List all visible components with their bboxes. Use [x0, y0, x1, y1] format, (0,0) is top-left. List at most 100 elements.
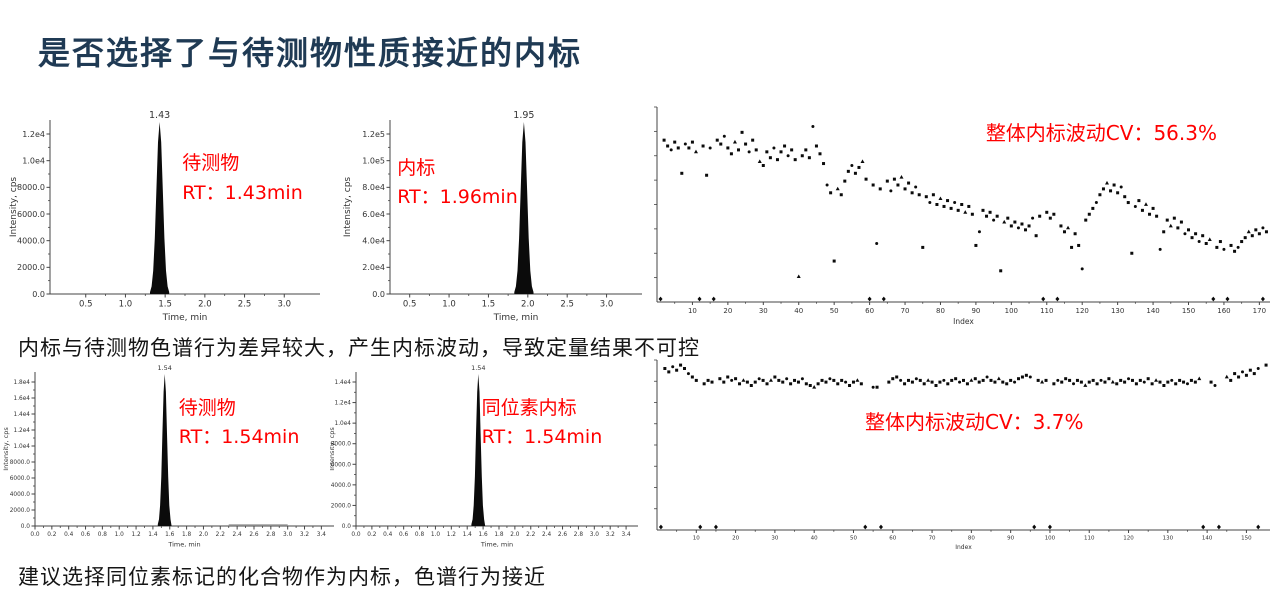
svg-text:2.0: 2.0 [199, 532, 209, 538]
svg-text:1.4e4: 1.4e4 [335, 380, 352, 386]
svg-text:10: 10 [693, 536, 700, 542]
svg-text:100: 100 [1005, 307, 1018, 315]
svg-text:1.0e4: 1.0e4 [22, 156, 45, 165]
svg-text:Time, min: Time, min [162, 313, 208, 323]
svg-text:8.0e4: 8.0e4 [362, 183, 385, 192]
svg-text:Index: Index [955, 544, 972, 551]
svg-text:1.0e5: 1.0e5 [362, 156, 385, 165]
svg-text:3.0: 3.0 [590, 532, 600, 538]
svg-text:0.5: 0.5 [79, 300, 93, 310]
svg-text:1.43: 1.43 [149, 110, 170, 121]
scatter-is-response-high-cv: 10 20 30 40 50 60 70 80 90 100 110 120 130 140 150 160 1… [651, 103, 1273, 334]
svg-text:0.8: 0.8 [415, 532, 425, 538]
svg-text:Time, min: Time, min [493, 313, 539, 323]
svg-text:2.0: 2.0 [521, 300, 535, 310]
svg-text:50: 50 [850, 536, 857, 542]
svg-text:110: 110 [1040, 307, 1053, 315]
svg-text:2.5: 2.5 [560, 300, 574, 310]
chart-svg-internal-standard-top: 0.0 2.0e4 4.0e4 6.0e4 8.0e4 1.0e5 1.2e5 Intensi… [343, 110, 642, 323]
caption-solution: 建议选择同位素标记的化合物作为内标，色谱行为接近 [18, 565, 546, 589]
svg-text:8000.0: 8000.0 [331, 442, 352, 448]
svg-text:3.2: 3.2 [606, 532, 616, 538]
chart-svg-is-variation-low: 10 20 30 40 50 60 70 80 90 100 110 120 130 140 150 Inde… [654, 359, 1270, 551]
svg-text:90: 90 [1007, 536, 1014, 542]
svg-text:3.2: 3.2 [300, 532, 310, 538]
svg-text:6000.0: 6000.0 [17, 210, 45, 219]
svg-text:1.2e4: 1.2e4 [335, 401, 352, 407]
svg-text:120: 120 [1076, 307, 1089, 315]
svg-text:0.0: 0.0 [351, 532, 361, 538]
svg-text:2.5: 2.5 [238, 300, 252, 310]
svg-text:Time, min: Time, min [167, 541, 200, 549]
svg-text:1.6: 1.6 [165, 532, 175, 538]
svg-text:1.4e4: 1.4e4 [14, 412, 31, 418]
svg-text:1.8e4: 1.8e4 [14, 380, 31, 386]
svg-text:1.2e4: 1.2e4 [22, 130, 45, 139]
svg-text:0.6: 0.6 [399, 532, 409, 538]
caption-problem: 内标与待测物色谱行为差异较大，产生内标波动，导致定量结果不可控 [18, 336, 700, 360]
svg-text:2.4: 2.4 [542, 532, 552, 538]
svg-text:2.8: 2.8 [266, 532, 276, 538]
svg-text:8000.0: 8000.0 [17, 183, 45, 192]
svg-text:60: 60 [865, 307, 874, 315]
annotation-analyte-bottom-rt: RT：1.54min [178, 426, 300, 449]
svg-text:1.2e5: 1.2e5 [362, 130, 385, 139]
annotation-isotope-is-rt: RT：1.54min [481, 426, 603, 449]
svg-text:40: 40 [811, 536, 818, 542]
svg-text:4000.0: 4000.0 [17, 236, 45, 245]
svg-text:2.2: 2.2 [526, 532, 536, 538]
annotation-analyte-bottom-name: 待测物 [178, 397, 236, 419]
svg-text:1.0e4: 1.0e4 [335, 421, 352, 427]
cv-annotation-high: 整体内标波动CV：56.3% [985, 121, 1217, 145]
svg-text:140: 140 [1146, 307, 1159, 315]
svg-text:1.5: 1.5 [158, 300, 172, 310]
svg-text:100: 100 [1045, 536, 1056, 542]
svg-text:0.0: 0.0 [32, 290, 45, 299]
svg-text:1.4: 1.4 [148, 532, 158, 538]
svg-text:Index: Index [953, 317, 974, 326]
svg-text:1.8: 1.8 [494, 532, 504, 538]
annotation-is-top-rt: RT：1.96min [397, 186, 518, 209]
svg-text:0.4: 0.4 [383, 532, 393, 538]
annotation-analyte-top: 待测物 RT：1.43min [182, 149, 303, 208]
svg-text:80: 80 [936, 307, 945, 315]
svg-text:1.2: 1.2 [131, 532, 141, 538]
svg-text:0.0: 0.0 [372, 290, 385, 299]
svg-text:1.4: 1.4 [463, 532, 473, 538]
svg-text:10: 10 [688, 307, 697, 315]
svg-text:90: 90 [971, 307, 980, 315]
svg-text:2.4: 2.4 [233, 532, 243, 538]
svg-text:Intensity, cps: Intensity, cps [343, 177, 353, 238]
svg-text:30: 30 [771, 536, 778, 542]
svg-text:1.2: 1.2 [447, 532, 457, 538]
svg-text:Intensity, cps: Intensity, cps [2, 427, 10, 471]
slide-title: 是否选择了与待测物性质接近的内标 [38, 34, 583, 72]
svg-text:Intensity, cps: Intensity, cps [330, 427, 336, 471]
annotation-is-top-name: 内标 [397, 156, 436, 179]
svg-text:1.0e4: 1.0e4 [14, 444, 31, 450]
chromatogram-analyte-top: 0.0 2000.0 4000.0 6000.0 8000.0 1.0e4 1.2e4 Int… [4, 104, 328, 330]
svg-text:0.0: 0.0 [342, 524, 352, 530]
svg-text:70: 70 [901, 307, 910, 315]
svg-text:1.95: 1.95 [513, 110, 534, 121]
annotation-isotope-is-name: 同位素内标 [481, 397, 577, 419]
svg-text:Intensity, cps: Intensity, cps [9, 177, 19, 238]
svg-text:3.0: 3.0 [600, 300, 614, 310]
svg-text:6000.0: 6000.0 [331, 462, 352, 468]
svg-text:1.0: 1.0 [115, 532, 125, 538]
svg-text:50: 50 [830, 307, 839, 315]
svg-text:130: 130 [1111, 307, 1124, 315]
svg-text:150: 150 [1182, 307, 1195, 315]
svg-text:0.6: 0.6 [81, 532, 91, 538]
svg-text:0.8: 0.8 [98, 532, 108, 538]
svg-text:40: 40 [794, 307, 803, 315]
svg-text:30: 30 [759, 307, 768, 315]
chart-svg-is-variation-high: 10 20 30 40 50 60 70 80 90 100 110 120 130 140 150 160 1… [654, 106, 1270, 326]
svg-text:0.0: 0.0 [30, 532, 40, 538]
svg-text:60: 60 [889, 536, 896, 542]
svg-text:2.0e4: 2.0e4 [362, 263, 385, 272]
svg-text:1.0: 1.0 [119, 300, 133, 310]
svg-text:3.4: 3.4 [317, 532, 327, 538]
svg-text:1.0: 1.0 [442, 300, 456, 310]
svg-text:1.6: 1.6 [478, 532, 488, 538]
